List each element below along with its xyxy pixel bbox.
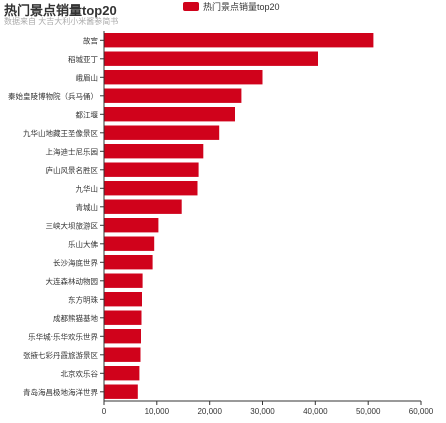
bar[interactable] [104,199,182,214]
bar[interactable] [104,384,138,399]
x-tick-label: 40,000 [303,407,328,416]
bar[interactable] [104,273,143,288]
y-tick-label: 大连森林动物园 [46,276,99,286]
y-tick-label: 稻城亚丁 [68,54,98,64]
legend-label: 热门景点销量top20 [203,2,280,12]
bar[interactable] [104,236,155,251]
y-tick-label: 乐山大佛 [68,239,98,249]
legend-swatch [183,2,199,11]
y-tick-label: 上海迪士尼乐园 [46,146,99,156]
y-tick-label: 故宫 [83,35,98,45]
bar[interactable] [104,366,140,381]
bar[interactable] [104,181,198,196]
x-tick-label: 50,000 [356,407,381,416]
bar[interactable] [104,33,374,48]
bar[interactable] [104,310,142,325]
y-tick-label: 青岛海昌极地海洋世界 [23,387,98,397]
y-tick-label: 东方明珠 [68,294,98,304]
y-tick-label: 成都熊猫基地 [53,313,98,323]
bar[interactable] [104,51,318,66]
bar[interactable] [104,329,141,344]
bar[interactable] [104,125,220,140]
y-tick-label: 长沙海底世界 [53,257,98,267]
bar[interactable] [104,107,235,122]
x-tick-label: 20,000 [197,407,222,416]
bar[interactable] [104,162,199,177]
x-tick-label: 60,000 [409,407,434,416]
bar[interactable] [104,292,142,307]
y-tick-label: 乐华城·乐华欢乐世界 [28,331,98,341]
y-tick-label: 张掖七彩丹霞旅游景区 [23,350,98,360]
bar[interactable] [104,347,141,362]
bar[interactable] [104,218,159,233]
bar[interactable] [104,88,242,103]
y-tick-label: 都江堰 [76,109,99,119]
x-tick-label: 0 [102,407,107,416]
y-tick-label: 九华山 [76,183,99,193]
chart-subtitle: 数据来自 大吉大利小米酱参简书 [4,17,119,26]
x-tick-label: 10,000 [145,407,170,416]
y-tick-label: 峨眉山 [76,72,99,82]
bar[interactable] [104,144,204,159]
y-tick-label: 三峡大坝旅游区 [46,220,99,230]
x-tick-label: 30,000 [250,407,275,416]
chart-title: 热门景点销量top20 [4,3,117,18]
y-tick-label: 秦始皇陵博物院（兵马俑） [8,91,98,101]
bar[interactable] [104,255,153,270]
y-tick-label: 青城山 [76,202,99,212]
y-tick-label: 北京欢乐谷 [61,368,99,378]
legend[interactable]: 热门景点销量top20 [183,0,280,13]
y-tick-label: 九华山地藏王圣像景区 [23,128,98,138]
bar[interactable] [104,70,263,85]
y-tick-label: 庐山风景名胜区 [46,165,99,175]
